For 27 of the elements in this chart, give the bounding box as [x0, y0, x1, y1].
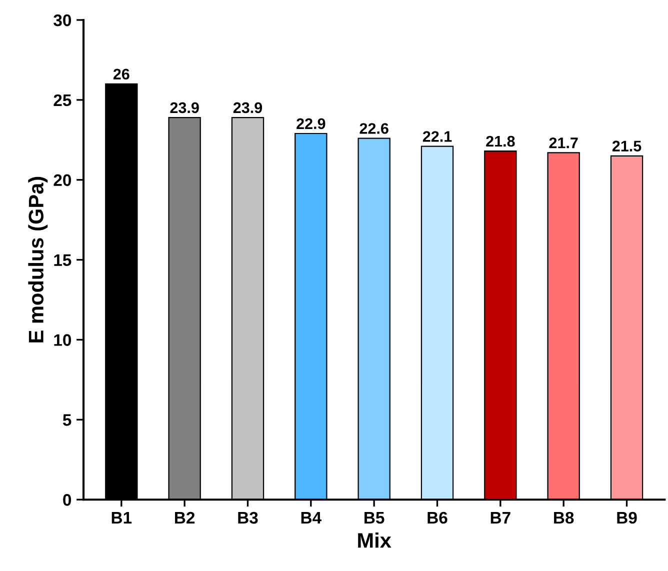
y-tick-label: 20 [54, 174, 72, 186]
data-label: 23.9 [233, 102, 262, 114]
x-tick-label: B6 [428, 512, 448, 524]
x-tick-label: B1 [112, 512, 132, 524]
data-label: 21.8 [486, 136, 515, 147]
y-tick-label: 30 [54, 14, 72, 26]
y-tick-label: 15 [54, 254, 72, 266]
data-label: 22.1 [422, 131, 452, 142]
y-tick-label: 0 [63, 494, 72, 506]
x-tick-label: B8 [554, 512, 574, 524]
y-tick-label: 25 [54, 94, 72, 106]
y-axis-title: E modulus (GPa) [28, 176, 48, 342]
data-label: 26 [113, 68, 130, 80]
data-label: 21.7 [549, 137, 578, 148]
data-label: 23.9 [170, 102, 199, 114]
x-tick-label: B2 [175, 512, 195, 524]
x-tick-label: B5 [364, 512, 384, 524]
y-tick-label: 5 [62, 414, 72, 426]
x-tick-label: B3 [238, 512, 258, 524]
x-tick-label: B4 [301, 512, 322, 524]
x-tick-label: B7 [490, 512, 510, 524]
x-axis-title: Mix [358, 532, 392, 548]
data-label: 22.9 [296, 118, 326, 130]
data-label: 21.5 [612, 140, 642, 152]
x-tick-label: B9 [617, 512, 637, 524]
data-label: 22.6 [360, 123, 388, 134]
y-tick-label: 10 [54, 334, 72, 346]
